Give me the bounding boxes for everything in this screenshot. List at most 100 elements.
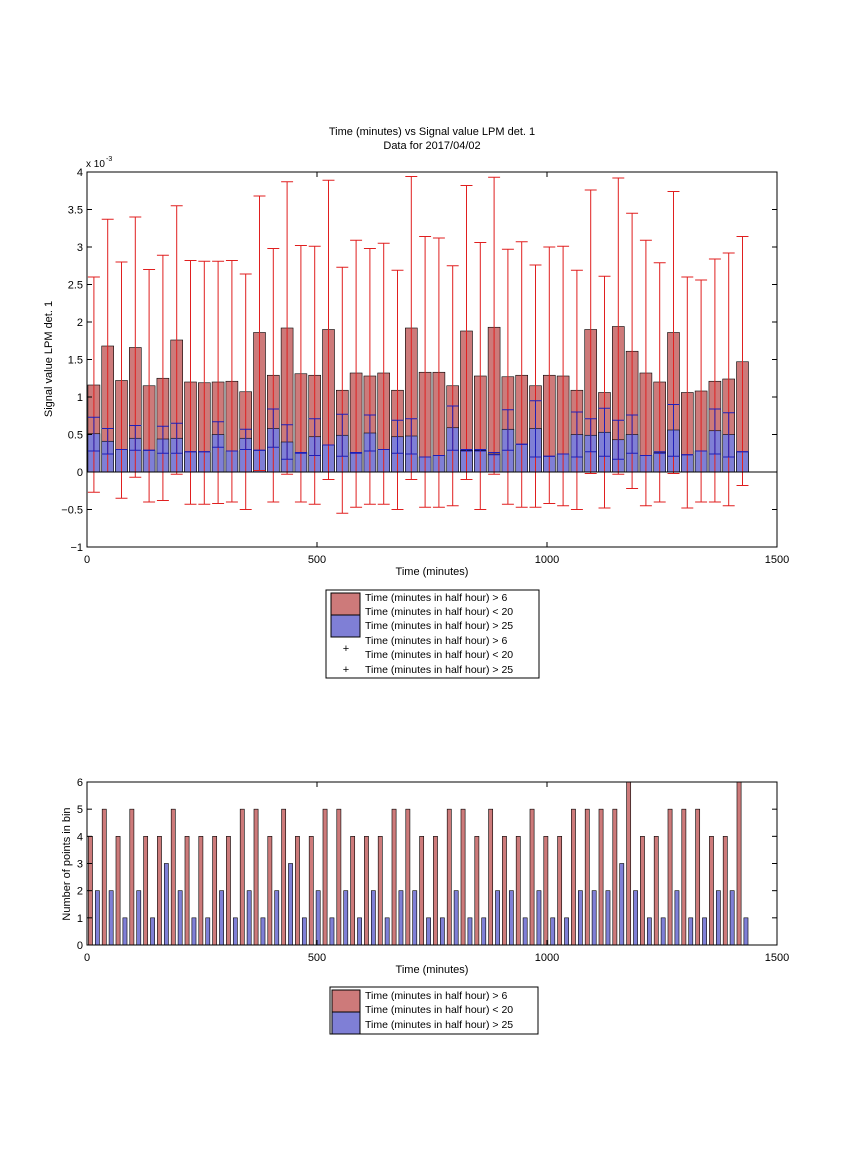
bar-red	[253, 808, 259, 946]
y-axis: 0 1 2 3 4 5 6	[77, 777, 777, 952]
bar-red	[640, 836, 645, 946]
y-tick-label: 1.5	[68, 355, 83, 367]
bar-red	[143, 836, 149, 946]
bar-blue	[619, 863, 625, 946]
bar-blue	[412, 890, 418, 946]
bar-blue	[536, 890, 542, 946]
bar-blue	[577, 890, 583, 946]
bar-red	[350, 836, 356, 946]
bar-red	[308, 836, 314, 946]
x-axis: 0 500 1000 1500	[84, 172, 789, 566]
x-tick-label: 500	[308, 554, 326, 566]
bar-blue	[591, 890, 597, 946]
y-tick-label: 4	[77, 167, 83, 179]
bar-blue	[702, 917, 707, 946]
y-tick-label: 3.5	[68, 205, 83, 217]
y-axis-label: Number of points in bin	[61, 807, 73, 920]
y-tick-label: −1	[70, 542, 83, 554]
y-axis-multiplier: x 10 -3	[86, 156, 112, 170]
bars-layer	[88, 781, 749, 946]
legend-marker-blue: +	[343, 664, 349, 676]
bar-red	[502, 836, 507, 946]
bar-blue	[646, 917, 652, 946]
y-tick-label: 0	[77, 940, 83, 952]
legend-swatch-blue	[330, 614, 361, 638]
y-axis: −1 −0.5 0 0.5 1 1.5 2 2.5 3 3.5 4	[61, 167, 777, 554]
legend-label: Time (minutes in half hour) > 25	[365, 664, 513, 676]
bar-red	[488, 808, 494, 946]
error-bars-layer	[87, 176, 749, 514]
y-tick-label: 3	[77, 859, 83, 871]
chart-title: Time (minutes) vs Signal value LPM det. …	[329, 126, 535, 138]
legend-label: Time (minutes in half hour) > 6	[365, 990, 507, 1002]
bar-red	[543, 836, 549, 946]
bar-blue	[94, 890, 100, 946]
bar-blue	[398, 890, 404, 946]
bar-blue	[729, 890, 735, 946]
y-tick-label: 2	[77, 317, 83, 329]
bar-blue	[481, 917, 487, 946]
bar-blue	[108, 890, 114, 946]
y-tick-label: 0.5	[68, 430, 83, 442]
y-tick-label: 5	[77, 804, 83, 816]
bar-blue	[260, 917, 266, 946]
legend-label: Time (minutes in half hour) > 25	[365, 620, 513, 632]
bar-blue	[495, 890, 500, 946]
bar-red	[474, 836, 480, 946]
bar-blue	[191, 917, 197, 946]
bar-red	[736, 781, 742, 946]
bar-red	[115, 836, 121, 946]
legend-label: Time (minutes in half hour) > 6	[365, 635, 507, 647]
x-tick-label: 1500	[765, 554, 789, 566]
bar-blue	[122, 917, 128, 946]
legend-label: Time (minutes in half hour) < 20	[365, 1004, 513, 1016]
legend-label: Time (minutes in half hour) > 6	[365, 592, 507, 604]
bar-red	[460, 808, 466, 946]
bar-blue	[370, 890, 376, 946]
bar-red	[212, 836, 218, 946]
legend-marker-red: +	[343, 643, 349, 655]
bar-blue	[564, 917, 569, 946]
x-axis-label: Time (minutes)	[396, 964, 469, 976]
signal-chart: Time (minutes) vs Signal value LPM det. …	[43, 126, 789, 679]
bar-red	[612, 808, 618, 946]
x-tick-label: 1000	[535, 952, 559, 964]
bar-red	[653, 836, 659, 946]
legend: Time (minutes in half hour) > 6 Time (mi…	[325, 589, 540, 679]
bar-blue	[205, 917, 211, 946]
bar-red	[377, 836, 383, 946]
bars-layer	[87, 326, 749, 473]
bar-blue	[232, 917, 238, 946]
bar-red	[391, 808, 397, 946]
x-axis: 0 500 1000 1500	[84, 782, 789, 964]
bar-blue	[453, 890, 459, 946]
legend-swatch-blue	[331, 1011, 361, 1035]
bar-blue	[426, 917, 431, 946]
count-chart: 0 1 2 3 4 5 6 0 500 1000 1500 Time (minutes) Numb…	[61, 777, 789, 1035]
bar-red	[571, 808, 576, 946]
plot-area-frame	[86, 781, 778, 946]
bar-red	[446, 808, 452, 946]
x-tick-label: 0	[84, 952, 90, 964]
bar-blue	[633, 890, 638, 946]
legend-label: Time (minutes in half hour) < 20	[365, 649, 513, 661]
bar-blue	[343, 890, 349, 946]
bar-blue	[219, 890, 224, 946]
x-tick-label: 1500	[765, 952, 789, 964]
y-tick-label: 6	[77, 777, 83, 789]
x-axis-label: Time (minutes)	[396, 566, 469, 578]
bar-red	[129, 808, 135, 946]
bar-red	[584, 808, 590, 946]
bar-red	[157, 836, 162, 946]
y-tick-label: 1	[77, 913, 83, 925]
bar-blue	[674, 890, 680, 946]
bar-red	[267, 836, 273, 946]
bar-red	[184, 836, 190, 946]
y-tick-label: −0.5	[61, 505, 83, 517]
legend-swatch-red	[331, 989, 361, 1013]
bar-blue	[439, 917, 445, 946]
bar-red	[667, 808, 673, 946]
bar-blue	[315, 890, 321, 946]
bar-blue	[715, 890, 721, 946]
bar-red	[226, 836, 231, 946]
